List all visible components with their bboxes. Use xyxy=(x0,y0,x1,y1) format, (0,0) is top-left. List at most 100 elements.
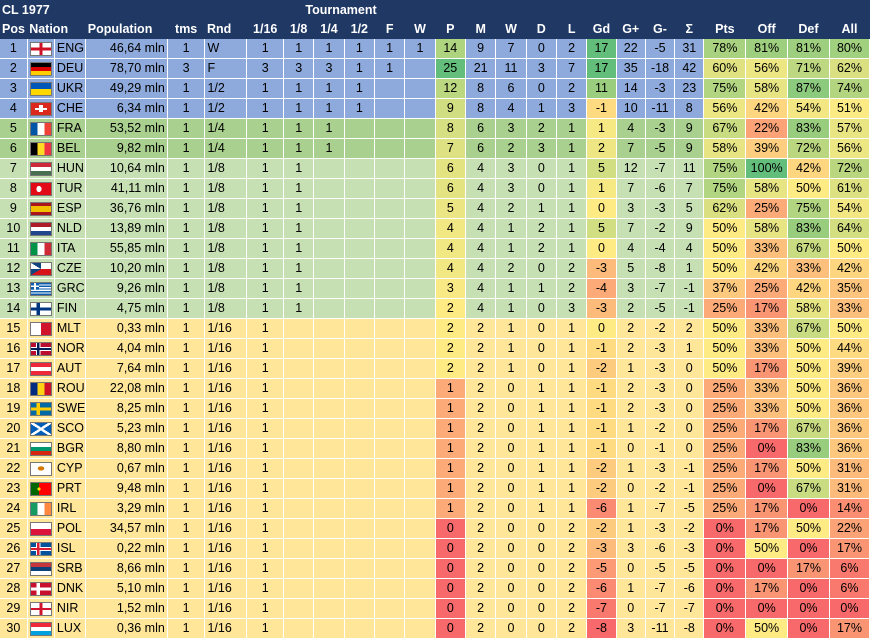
cell-pos[interactable]: 25 xyxy=(0,518,28,539)
cell-def-pct[interactable]: 67% xyxy=(787,238,830,259)
cell-goals-against[interactable]: -6 xyxy=(645,538,676,559)
cell-nation[interactable]: GRC xyxy=(54,278,87,299)
cell-rnd[interactable]: 1/16 xyxy=(204,438,248,459)
cell-points[interactable]: 2 xyxy=(435,338,466,359)
cell-r16[interactable]: 1 xyxy=(246,338,284,359)
cell-sigma[interactable]: -3 xyxy=(674,538,705,559)
cell-off-pct[interactable]: 17% xyxy=(745,418,789,439)
cell-r8[interactable]: 1 xyxy=(283,78,315,99)
flag-cell[interactable] xyxy=(27,78,55,99)
cell-wins[interactable]: 1 xyxy=(495,338,527,359)
table-row[interactable]: 24 IRL 3,29 mln 1 1/16 1 1 2 0 1 1 -6 1 -7 -5 25% 17% 0% 1… xyxy=(0,498,870,519)
cell-def-pct[interactable]: 83% xyxy=(787,118,830,139)
table-row[interactable]: 19 SWE 8,25 mln 1 1/16 1 1 2 0 1 1 -1 2 -3 0 25% 33% 50% 3… xyxy=(0,398,870,419)
cell-nation[interactable]: ESP xyxy=(54,198,87,219)
cell-goals-against[interactable]: -2 xyxy=(645,218,676,239)
cell-draws[interactable]: 1 xyxy=(526,498,557,519)
cell-def-pct[interactable]: 17% xyxy=(787,558,830,579)
cell-pos[interactable]: 11 xyxy=(0,238,28,259)
cell-off-pct[interactable]: 50% xyxy=(745,618,789,639)
cell-draws[interactable]: 0 xyxy=(526,518,557,539)
cell-goals-for[interactable]: 1 xyxy=(616,358,646,379)
cell-goals-for[interactable]: 3 xyxy=(616,278,646,299)
cell-off-pct[interactable]: 0% xyxy=(745,478,789,499)
cell-off-pct[interactable]: 25% xyxy=(745,198,789,219)
cell-population[interactable]: 9,26 mln xyxy=(85,278,168,299)
flag-cell[interactable] xyxy=(27,138,55,159)
cell-losses[interactable]: 2 xyxy=(556,78,588,99)
cell-wins[interactable]: 2 xyxy=(495,138,527,159)
table-row[interactable]: 6 BEL 9,82 mln 1 1/4 1 1 1 7 6 2 3 1 2 7 -5 9 58% 39% 72% 56… xyxy=(0,138,870,159)
cell-final[interactable] xyxy=(374,618,406,639)
cell-nation[interactable]: LUX xyxy=(54,618,87,639)
cell-matches[interactable]: 2 xyxy=(465,338,497,359)
cell-tms[interactable]: 1 xyxy=(167,78,206,99)
table-row[interactable]: 23 PRT 9,48 mln 1 1/16 1 1 2 0 1 1 -2 0 -2 -1 25% 0% 67% 3… xyxy=(0,478,870,499)
cell-goals-for[interactable]: 2 xyxy=(616,318,646,339)
cell-def-pct[interactable]: 0% xyxy=(787,538,830,559)
cell-sigma[interactable]: 8 xyxy=(674,98,705,119)
cell-goals-against[interactable]: -1 xyxy=(645,438,676,459)
cell-points[interactable]: 2 xyxy=(435,298,466,319)
cell-pts-pct[interactable]: 60% xyxy=(703,58,747,79)
cell-pos[interactable]: 15 xyxy=(0,318,28,339)
cell-def-pct[interactable]: 67% xyxy=(787,418,830,439)
table-row[interactable]: 15 MLT 0,33 mln 1 1/16 1 2 2 1 0 1 0 2 -2 2 50% 33% 67% 50… xyxy=(0,318,870,339)
cell-points[interactable]: 1 xyxy=(435,458,466,479)
cell-all-pct[interactable]: 17% xyxy=(829,618,870,639)
cell-draws[interactable]: 0 xyxy=(526,558,557,579)
cell-pos[interactable]: 7 xyxy=(0,158,28,179)
cell-r2[interactable] xyxy=(344,258,375,279)
table-row[interactable]: 14 FIN 4,75 mln 1 1/8 1 1 2 4 1 0 3 -3 2 -5 -1 25% 17% 58%… xyxy=(0,298,870,319)
cell-draws[interactable]: 2 xyxy=(526,218,557,239)
cell-rnd[interactable]: 1/16 xyxy=(204,618,248,639)
cell-draws[interactable]: 0 xyxy=(526,258,557,279)
cell-off-pct[interactable]: 58% xyxy=(745,218,789,239)
cell-pts-pct[interactable]: 50% xyxy=(703,358,747,379)
cell-r8[interactable]: 3 xyxy=(283,58,315,79)
cell-winner[interactable] xyxy=(404,198,436,219)
cell-goal-diff[interactable]: -3 xyxy=(586,258,617,279)
cell-pts-pct[interactable]: 75% xyxy=(703,178,747,199)
cell-goal-diff[interactable]: 1 xyxy=(586,178,617,199)
cell-winner[interactable] xyxy=(404,58,436,79)
cell-matches[interactable]: 6 xyxy=(465,118,497,139)
cell-matches[interactable]: 8 xyxy=(465,78,497,99)
cell-goal-diff[interactable]: -3 xyxy=(586,298,617,319)
table-row[interactable]: 20 SCO 5,23 mln 1 1/16 1 1 2 0 1 1 -1 1 -2 0 25% 17% 67% 3… xyxy=(0,418,870,439)
cell-final[interactable] xyxy=(374,458,406,479)
cell-nation[interactable]: NOR xyxy=(54,338,87,359)
cell-def-pct[interactable]: 72% xyxy=(787,138,830,159)
cell-goals-against[interactable]: -7 xyxy=(645,158,676,179)
cell-r4[interactable]: 1 xyxy=(313,39,345,59)
cell-winner[interactable] xyxy=(404,418,436,439)
cell-population[interactable]: 0,33 mln xyxy=(85,318,168,339)
table-row[interactable]: 29 NIR 1,52 mln 1 1/16 1 0 2 0 0 2 -7 0 -7 -7 0% 0% 0% 0% xyxy=(0,598,870,619)
cell-off-pct[interactable]: 0% xyxy=(745,438,789,459)
cell-wins[interactable]: 1 xyxy=(495,218,527,239)
cell-r8[interactable]: 1 xyxy=(283,98,315,119)
col-header-losses[interactable]: L xyxy=(556,20,587,39)
cell-tms[interactable]: 1 xyxy=(167,478,206,499)
cell-draws[interactable]: 0 xyxy=(526,578,557,599)
cell-final[interactable] xyxy=(374,158,406,179)
cell-final[interactable] xyxy=(374,598,406,619)
cell-final[interactable] xyxy=(374,278,406,299)
cell-wins[interactable]: 0 xyxy=(495,458,527,479)
cell-tms[interactable]: 1 xyxy=(167,218,206,239)
cell-points[interactable]: 4 xyxy=(435,218,466,239)
cell-draws[interactable]: 1 xyxy=(526,98,557,119)
cell-all-pct[interactable]: 36% xyxy=(829,398,870,419)
table-row[interactable]: 10 NLD 13,89 mln 1 1/8 1 1 4 4 1 2 1 5 7 -2 9 50% 58% 83% 6… xyxy=(0,218,870,239)
cell-losses[interactable]: 1 xyxy=(556,318,588,339)
cell-winner[interactable] xyxy=(404,158,436,179)
cell-goals-against[interactable]: -2 xyxy=(645,318,676,339)
cell-off-pct[interactable]: 17% xyxy=(745,518,789,539)
cell-final[interactable] xyxy=(374,398,406,419)
cell-points[interactable]: 25 xyxy=(435,58,466,79)
cell-r2[interactable] xyxy=(344,198,375,219)
cell-all-pct[interactable]: 50% xyxy=(829,238,870,259)
cell-def-pct[interactable]: 54% xyxy=(787,98,830,119)
cell-rnd[interactable]: 1/2 xyxy=(204,78,248,99)
cell-goals-against[interactable]: -2 xyxy=(645,418,676,439)
